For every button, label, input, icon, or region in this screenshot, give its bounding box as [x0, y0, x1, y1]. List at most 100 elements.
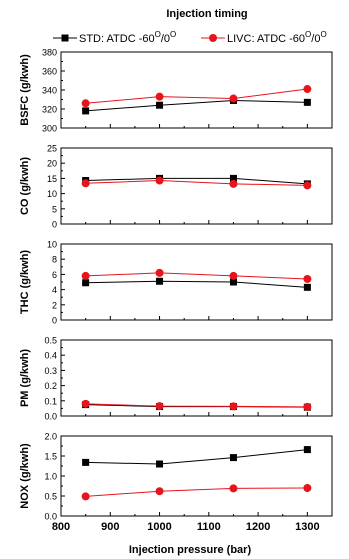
data-point-std	[82, 279, 90, 287]
panel-frame	[60, 51, 333, 129]
data-point-livc	[155, 176, 164, 185]
y-tick-label: 340	[42, 86, 57, 96]
data-point-livc	[303, 484, 312, 492]
data-point-std	[303, 283, 311, 291]
y-tick-label: 4	[52, 285, 57, 295]
legend-livc-marker	[209, 34, 217, 42]
legend-std-label-main: STD: ATDC -60	[79, 33, 155, 45]
x-axis: 800 900 1000 1100 1200 1300	[52, 521, 320, 533]
y-tick-label: 300	[42, 124, 57, 134]
legend-livc-label-main: LIVC: ATDC -60	[227, 33, 305, 45]
y-tick-label: 0.1	[44, 396, 57, 406]
panel-pm: 0.0 0.1 0.2 0.3 0.4 0.5 PM (g/kwh)	[19, 336, 333, 422]
data-point-std	[303, 446, 311, 454]
legend-livc-label-sup1: O	[305, 30, 311, 39]
y-axis-title: THC (g/kwh)	[19, 250, 31, 314]
y-tick-label: 0.0	[44, 512, 57, 522]
data-point-livc	[155, 487, 164, 496]
data-point-std	[229, 174, 237, 182]
panel-bsfc: 300 320 340 360 380 BSFC (g/kwh)	[19, 48, 333, 134]
data-point-livc	[229, 271, 238, 280]
data-point-livc	[303, 274, 312, 283]
legend-std-marker	[61, 34, 69, 42]
legend-std-label: STD: ATDC -60O/0O	[79, 30, 176, 45]
series-line-std	[85, 99, 308, 112]
data-point-livc	[81, 99, 90, 108]
data-point-livc	[303, 402, 312, 411]
data-point-std	[82, 458, 90, 466]
y-tick-label: 0.0	[44, 412, 57, 422]
y-tick-label: 10	[47, 189, 57, 199]
y-axis-title: CO (g/kwh)	[19, 157, 31, 215]
data-point-livc	[229, 94, 238, 103]
series-line-std	[85, 449, 308, 465]
x-tick-label: 800	[52, 521, 70, 533]
legend-livc-label: LIVC: ATDC -60O/0O	[227, 30, 327, 45]
data-point-livc	[81, 399, 90, 408]
data-point-std	[229, 454, 237, 462]
series-line-livc	[85, 272, 308, 280]
series-line-std	[85, 280, 308, 288]
y-tick-label: 15	[47, 174, 57, 184]
data-point-livc	[229, 179, 238, 188]
data-point-livc	[81, 492, 90, 501]
series-line-livc	[85, 487, 308, 497]
x-tick-label: 900	[101, 521, 119, 533]
panel-nox: 0.0 0.5 1.0 1.5 2.0 NOX (g/kwh)	[19, 432, 333, 522]
x-tick-label: 1100	[197, 521, 221, 533]
data-point-livc	[81, 179, 90, 188]
y-tick-label: 380	[42, 48, 57, 58]
y-tick-label: 0	[52, 316, 57, 326]
y-tick-label: 10	[47, 240, 57, 250]
data-point-livc	[155, 402, 164, 411]
data-point-livc	[303, 85, 312, 94]
y-tick-label: 360	[42, 67, 57, 77]
legend-std-label-sup1: O	[155, 30, 161, 39]
y-tick-label: 0.5	[44, 492, 57, 502]
y-tick-label: 6	[52, 270, 57, 280]
y-tick-label: 0	[52, 220, 57, 230]
y-tick-label: 1.0	[44, 472, 57, 482]
y-tick-label: 0.3	[44, 366, 57, 376]
series-line-livc	[85, 88, 308, 104]
x-tick-label: 1200	[246, 521, 270, 533]
panel-thc: 0 2 4 6 8 10 THC (g/kwh)	[19, 240, 333, 326]
data-point-livc	[303, 181, 312, 190]
y-tick-label: 0.5	[44, 336, 57, 346]
y-tick-label: 5	[52, 204, 57, 214]
y-tick-label: 2.0	[44, 432, 57, 442]
y-tick-label: 320	[42, 105, 57, 115]
panel-frame	[60, 147, 333, 225]
data-point-std	[156, 460, 164, 468]
y-tick-label: 0.2	[44, 381, 57, 391]
y-tick-label: 8	[52, 255, 57, 265]
y-axis-title: NOX (g/kwh)	[19, 443, 31, 509]
data-point-std	[229, 278, 237, 286]
x-tick-label: 1300	[295, 521, 319, 533]
data-point-livc	[81, 271, 90, 280]
y-axis-title: PM (g/kwh)	[19, 349, 31, 407]
series-line-livc	[85, 403, 308, 408]
x-tick-label: 1000	[147, 521, 171, 533]
data-point-livc	[229, 484, 238, 493]
y-axis-title: BSFC (g/kwh)	[19, 54, 31, 126]
panel-co: 0 5 10 15 20 25 CO (g/kwh)	[19, 144, 333, 230]
y-tick-label: 25	[47, 144, 57, 154]
series-line-std	[85, 177, 308, 185]
y-tick-label: 20	[47, 159, 57, 169]
x-axis-title: Injection pressure (bar)	[129, 544, 252, 556]
y-tick-label: 0.4	[44, 351, 57, 361]
data-point-std	[156, 101, 164, 109]
legend-livc-label-sup2: O	[320, 30, 326, 39]
legend-title: Injection timing	[166, 8, 247, 20]
legend-livc-label-mid: /0	[311, 33, 320, 45]
data-point-std	[82, 107, 90, 115]
data-point-std	[156, 277, 164, 285]
legend: Injection timing STD: ATDC -60O/0O LIVC:…	[53, 8, 327, 45]
y-tick-label: 1.5	[44, 452, 57, 462]
legend-std-label-mid: /0	[161, 33, 170, 45]
data-point-std	[303, 98, 311, 106]
y-tick-label: 2	[52, 300, 57, 310]
